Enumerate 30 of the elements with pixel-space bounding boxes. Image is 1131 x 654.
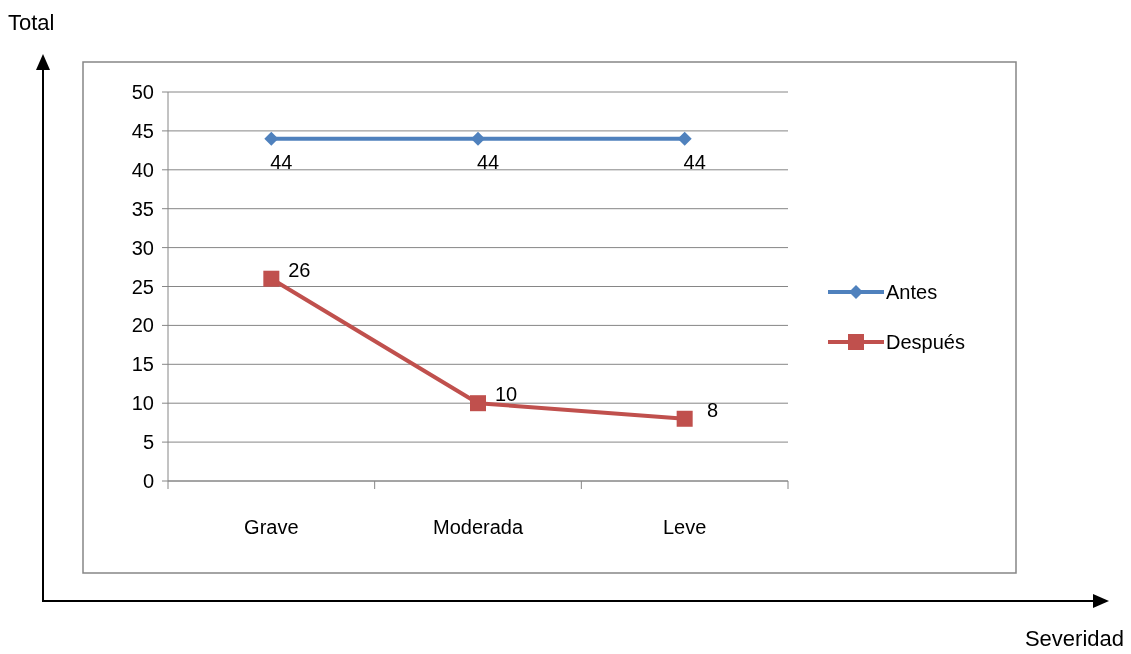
y-tick-label: 15: [131, 353, 154, 376]
data-label: 44: [270, 150, 293, 173]
point: [471, 131, 485, 146]
y-tick-label: 10: [131, 392, 154, 415]
x-tick-label: Grave: [244, 516, 299, 538]
point: [676, 410, 693, 427]
x-tick-label: Moderada: [432, 516, 524, 538]
data-label: 44: [683, 150, 706, 173]
data-label: 10: [494, 383, 518, 406]
y-tick-label: 35: [131, 197, 154, 220]
point: [677, 131, 692, 146]
point: [264, 131, 279, 146]
data-label: 8: [707, 398, 719, 421]
y-tick-label: 40: [131, 158, 154, 181]
y-axis-title: Total: [8, 10, 55, 35]
legend-label: Después: [886, 331, 965, 353]
data-label: 44: [476, 150, 500, 173]
y-tick-label: 25: [131, 275, 154, 298]
y-tick-label: 50: [131, 81, 154, 103]
text: Severidad: [1024, 626, 1124, 651]
x-tick-label: Leve: [662, 516, 707, 538]
y-tick-label: 0: [142, 470, 154, 492]
point: [470, 395, 486, 412]
point: [263, 270, 280, 287]
legend-label: Antes: [886, 281, 938, 303]
y-tick-label: 30: [131, 236, 154, 259]
y-tick-label: 5: [142, 431, 154, 454]
data-label: 26: [288, 258, 311, 281]
y-tick-label: 20: [131, 314, 154, 337]
y-tick-label: 45: [131, 119, 154, 142]
